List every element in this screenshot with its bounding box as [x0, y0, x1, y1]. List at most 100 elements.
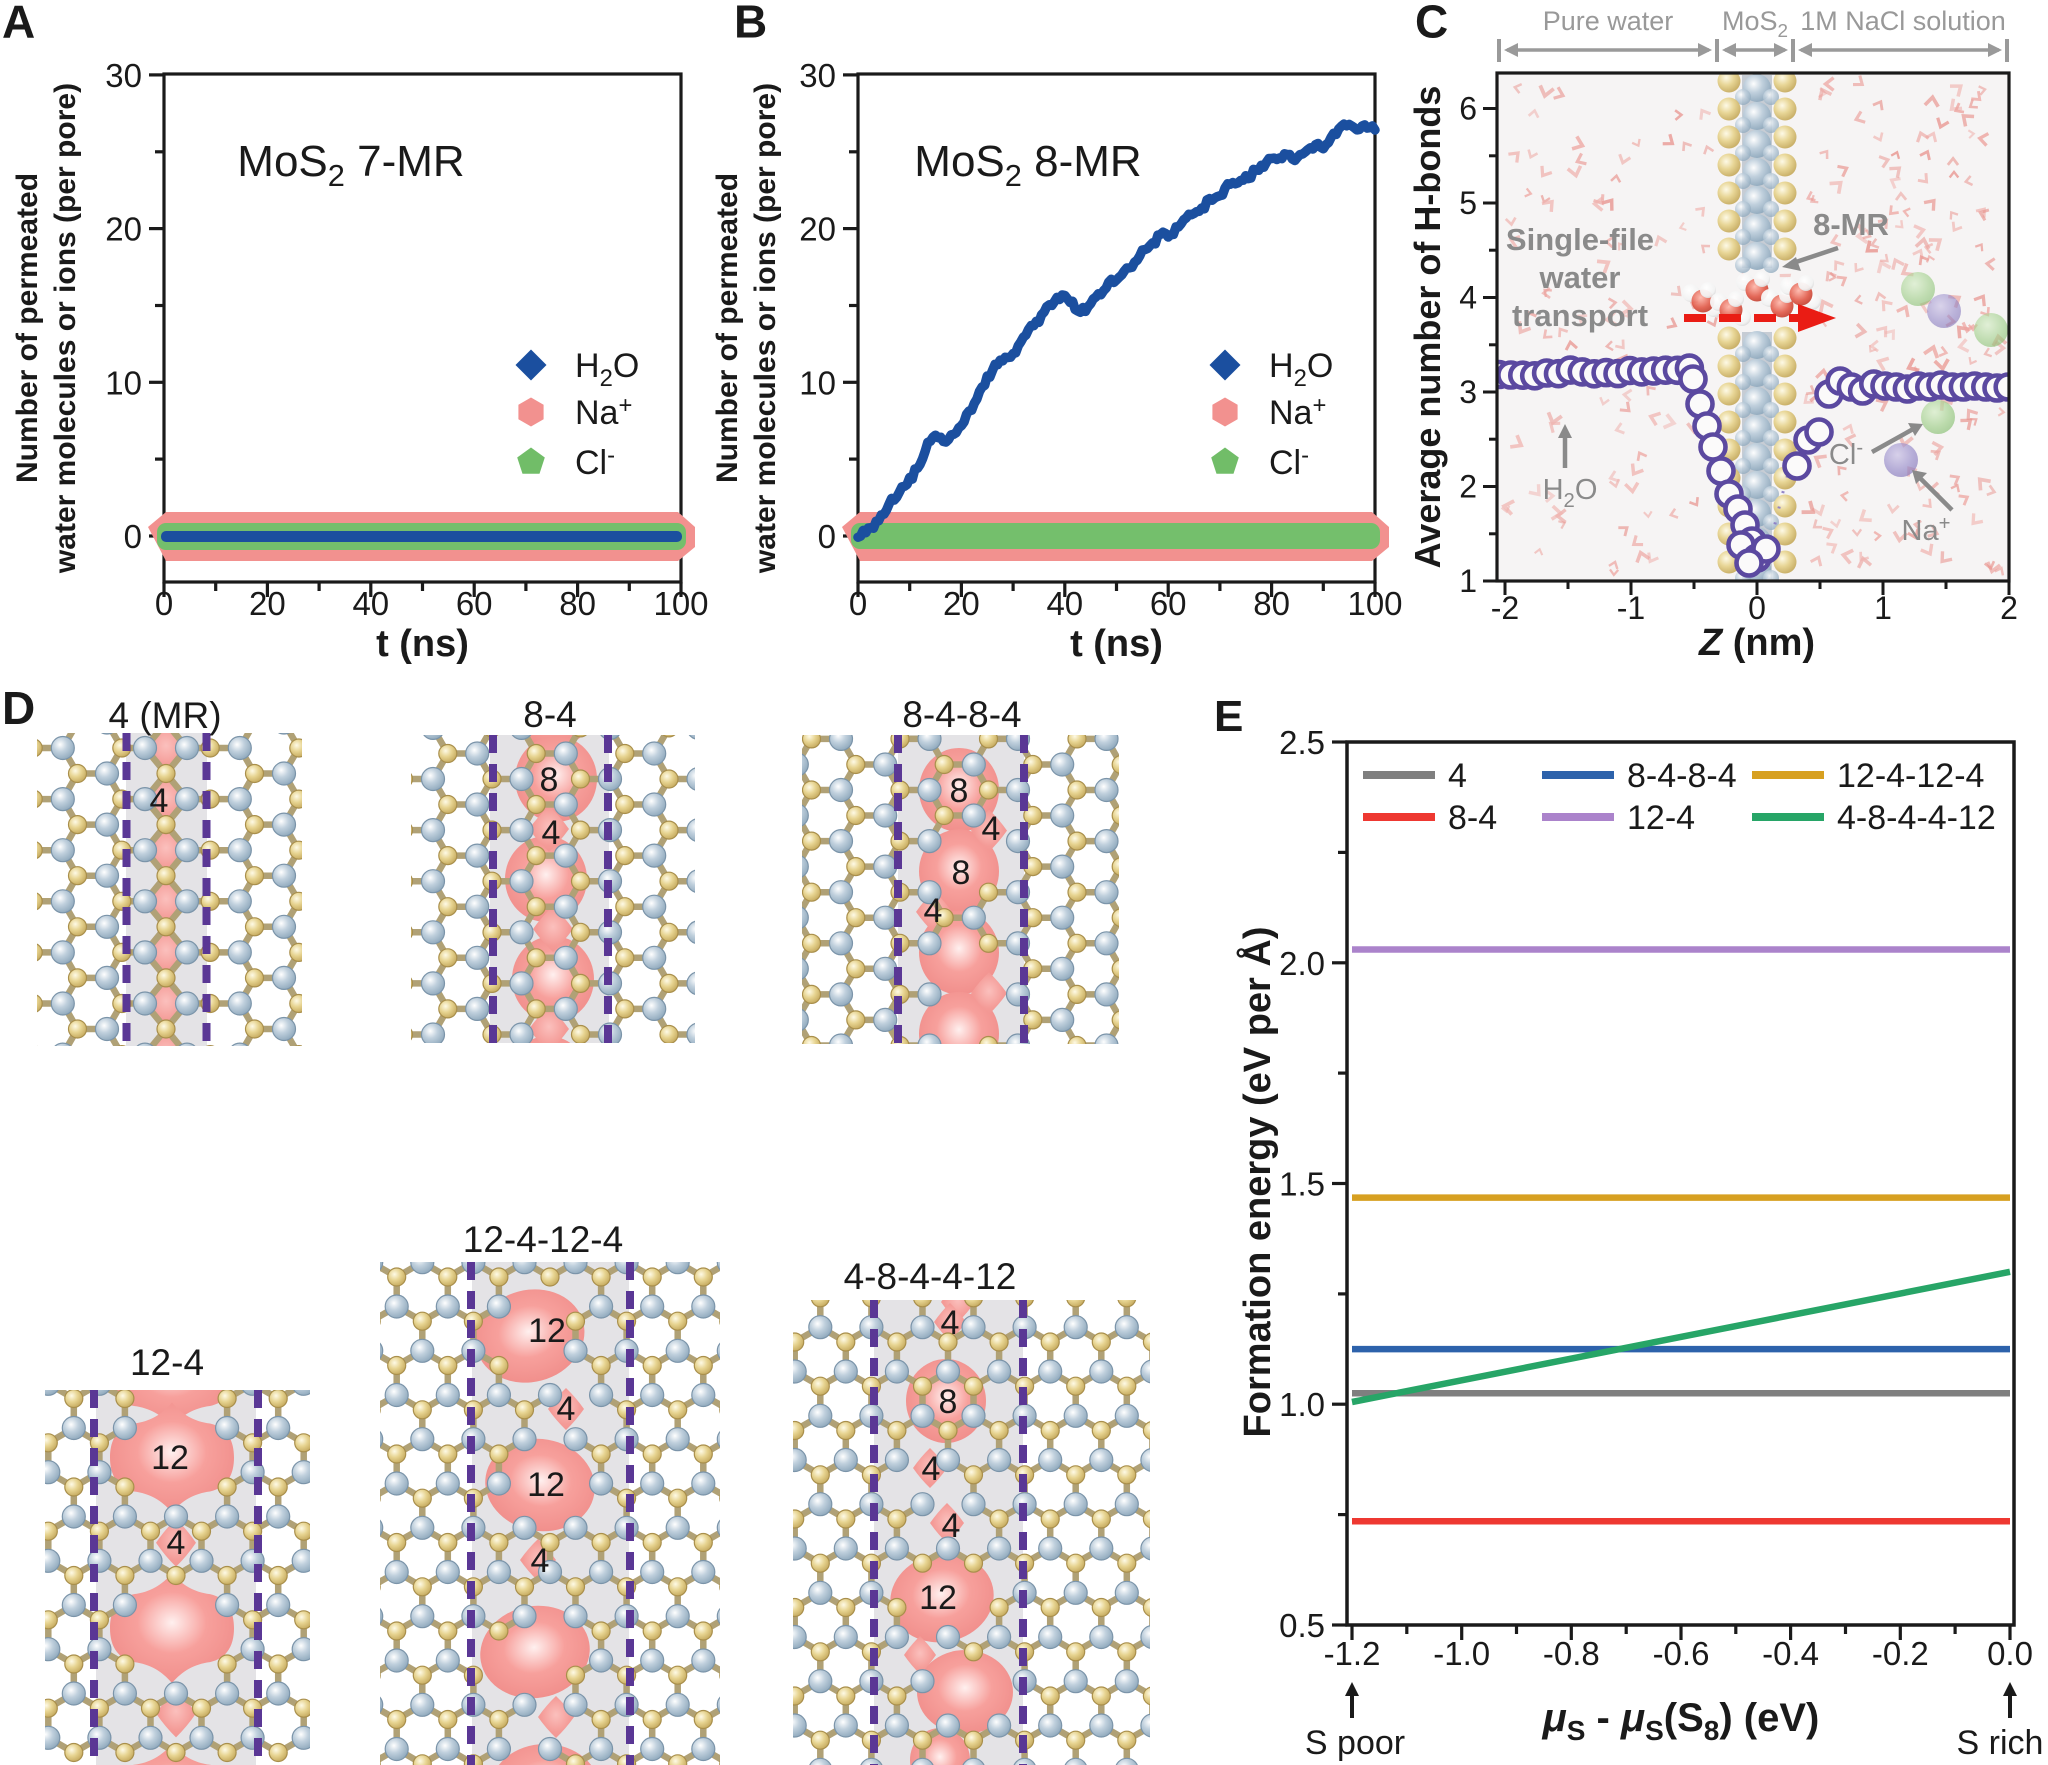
svg-text:12: 12 [527, 1466, 565, 1504]
svg-text:8-MR: 8-MR [1813, 207, 1889, 242]
svg-text:-0.8: -0.8 [1543, 1635, 1600, 1672]
svg-text:0.5: 0.5 [1279, 1607, 1325, 1644]
svg-text:Single-file: Single-file [1506, 222, 1654, 257]
svg-text:60: 60 [1150, 585, 1187, 622]
svg-text:Pure water: Pure water [1543, 6, 1674, 36]
svg-text:12-4: 12-4 [1627, 799, 1695, 837]
svg-text:Z (nm): Z (nm) [1698, 622, 1815, 664]
svg-text:20: 20 [105, 211, 142, 248]
svg-text:μS - μS(S8) (eV): μS - μS(S8) (eV) [1542, 1696, 1820, 1746]
svg-text:4 (MR): 4 (MR) [108, 695, 221, 736]
svg-text:30: 30 [799, 57, 836, 94]
svg-text:1: 1 [1874, 590, 1892, 626]
svg-text:MoS2: MoS2 [1722, 6, 1788, 42]
svg-text:-1.0: -1.0 [1433, 1635, 1490, 1672]
svg-text:-0.4: -0.4 [1762, 1635, 1819, 1672]
svg-text:S rich: S rich [1957, 1724, 2044, 1762]
svg-text:3: 3 [1459, 374, 1477, 410]
svg-text:4: 4 [531, 1542, 550, 1580]
svg-text:-1: -1 [1617, 590, 1645, 626]
svg-text:40: 40 [1046, 585, 1083, 622]
svg-text:transport: transport [1512, 298, 1648, 333]
svg-text:Number of permeated: Number of permeated [11, 173, 44, 483]
svg-text:1.0: 1.0 [1279, 1386, 1325, 1423]
svg-text:t (ns): t (ns) [376, 623, 469, 665]
svg-text:0: 0 [818, 518, 836, 555]
svg-text:1M NaCl solution: 1M NaCl solution [1800, 6, 2006, 36]
svg-text:60: 60 [456, 585, 493, 622]
svg-text:20: 20 [943, 585, 980, 622]
svg-text:MoS2​ 8-MR: MoS2​ 8-MR [914, 137, 1141, 193]
svg-text:10: 10 [105, 364, 142, 401]
svg-text:80: 80 [1253, 585, 1290, 622]
svg-text:1: 1 [1459, 563, 1477, 599]
svg-text:4-8-4-4-12: 4-8-4-4-12 [844, 1256, 1017, 1297]
svg-text:t (ns): t (ns) [1070, 623, 1163, 665]
svg-text:80: 80 [559, 585, 596, 622]
svg-text:2.5: 2.5 [1279, 724, 1325, 761]
svg-text:H2O: H2O [575, 347, 639, 392]
svg-text:4: 4 [924, 892, 943, 930]
svg-text:Number of permeated: Number of permeated [711, 173, 744, 483]
svg-text:0: 0 [124, 518, 142, 555]
svg-text:100: 100 [653, 585, 708, 622]
svg-text:MoS2​ 7-MR: MoS2​ 7-MR [237, 137, 464, 193]
svg-text:2: 2 [2000, 590, 2018, 626]
svg-text:A: A [2, 0, 35, 48]
svg-text:Formation energy (eV per Å): Formation energy (eV per Å) [1235, 927, 1279, 1438]
svg-text:30: 30 [105, 57, 142, 94]
svg-text:-0.2: -0.2 [1872, 1635, 1929, 1672]
svg-text:4: 4 [542, 814, 561, 852]
svg-text:8: 8 [952, 854, 971, 892]
svg-text:4: 4 [557, 1390, 576, 1428]
svg-text:C: C [1415, 0, 1448, 48]
svg-text:water molecules or ions (per p: water molecules or ions (per pore) [49, 83, 82, 574]
svg-text:4: 4 [922, 1450, 941, 1488]
svg-text:0: 0 [849, 585, 867, 622]
svg-text:20: 20 [249, 585, 286, 622]
svg-text:-0.6: -0.6 [1653, 1635, 1710, 1672]
svg-text:8: 8 [540, 761, 559, 799]
svg-text:20: 20 [799, 211, 836, 248]
svg-text:12-4-12-4: 12-4-12-4 [1837, 757, 1984, 795]
svg-text:8-4-8-4: 8-4-8-4 [902, 694, 1021, 735]
svg-text:12: 12 [919, 1579, 957, 1617]
svg-text:Average number of H-bonds: Average number of H-bonds [1407, 86, 1448, 569]
svg-text:10: 10 [799, 364, 836, 401]
svg-text:water: water [1539, 260, 1621, 295]
svg-text:12-4: 12-4 [130, 1342, 204, 1383]
svg-text:-2: -2 [1491, 590, 1519, 626]
svg-text:Na+: Na+ [1269, 392, 1326, 432]
svg-text:40: 40 [352, 585, 389, 622]
svg-text:1.5: 1.5 [1279, 1166, 1325, 1203]
svg-text:E: E [1214, 692, 1243, 741]
svg-text:4: 4 [150, 782, 169, 820]
svg-text:8-4-8-4: 8-4-8-4 [1627, 757, 1737, 795]
svg-text:8: 8 [939, 1383, 958, 1421]
svg-text:4: 4 [982, 810, 1001, 848]
svg-text:4-8-4-4-12: 4-8-4-4-12 [1837, 799, 1996, 837]
svg-text:0: 0 [155, 585, 173, 622]
svg-text:B: B [734, 0, 767, 48]
svg-text:-1.2: -1.2 [1324, 1635, 1381, 1672]
svg-text:D: D [2, 682, 35, 734]
svg-text:12: 12 [528, 1312, 566, 1350]
svg-text:5: 5 [1459, 185, 1477, 221]
svg-text:6: 6 [1459, 91, 1477, 127]
svg-text:100: 100 [1347, 585, 1402, 622]
svg-text:8-4: 8-4 [523, 694, 576, 735]
svg-text:4: 4 [167, 1524, 186, 1562]
svg-text:12-4-12-4: 12-4-12-4 [463, 1219, 623, 1260]
svg-text:4: 4 [942, 1507, 961, 1545]
svg-text:2.0: 2.0 [1279, 945, 1325, 982]
svg-text:S poor: S poor [1305, 1724, 1405, 1762]
svg-text:8-4: 8-4 [1448, 799, 1497, 837]
svg-text:Na+: Na+ [575, 392, 632, 432]
svg-text:8: 8 [950, 772, 969, 810]
svg-text:4: 4 [941, 1304, 960, 1342]
svg-text:water molecules or ions (per p: water molecules or ions (per pore) [749, 83, 782, 574]
svg-text:Cl-: Cl- [575, 442, 615, 482]
svg-text:12: 12 [151, 1439, 189, 1477]
svg-text:0.0: 0.0 [1987, 1635, 2033, 1672]
svg-text:2: 2 [1459, 469, 1477, 505]
